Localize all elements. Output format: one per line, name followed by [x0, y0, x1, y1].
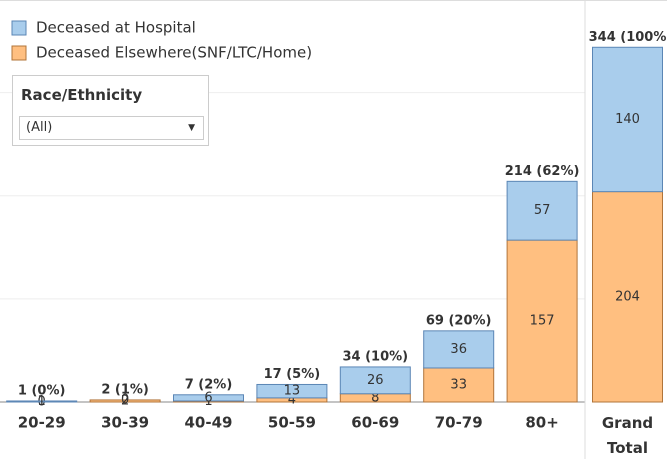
bar-segment	[256, 383, 328, 399]
bar-segment	[506, 239, 578, 403]
x-tick-label: 60-69	[351, 414, 399, 432]
filter-dropdown[interactable]: (All) ▼	[19, 116, 204, 140]
total-label: 17 (5%)	[264, 367, 321, 382]
bar-segment	[89, 399, 161, 403]
legend-swatch	[11, 45, 27, 61]
legend-swatch	[11, 20, 27, 36]
segment-label: 1	[204, 394, 212, 409]
x-tick-label: 40-49	[185, 414, 233, 432]
segment-label: 2	[121, 393, 129, 408]
segment-label: 6	[204, 390, 212, 405]
bar-segment	[6, 400, 78, 403]
segment-label: 33	[450, 377, 467, 392]
dropdown-arrow: ▼	[188, 123, 195, 133]
segment-label: 140	[615, 112, 640, 127]
legend-label: Deceased Elsewhere(SNF/LTC/Home)	[36, 44, 312, 62]
filter-card: Race/Ethnicity (All) ▼	[12, 75, 209, 146]
x-tick-label: 20-29	[18, 414, 66, 432]
segment-label: 0	[121, 392, 129, 407]
total-label: 344 (100%	[589, 30, 667, 45]
total-label: 34 (10%)	[342, 349, 408, 364]
x-tick-label: 80+	[525, 414, 558, 432]
x-tick-label-line: Grand	[602, 414, 653, 432]
bar-segment	[506, 180, 578, 241]
segment-label: 26	[367, 373, 384, 388]
bar-segment	[173, 394, 244, 402]
total-label: 214 (62%)	[505, 164, 580, 179]
total-label: 7 (2%)	[185, 377, 233, 392]
segment-label: 204	[615, 289, 640, 304]
segment-label: 36	[450, 342, 467, 357]
bar-segment	[423, 330, 495, 369]
segment-label: 157	[530, 314, 555, 329]
segment-label: 1	[38, 394, 46, 409]
bar-segment	[339, 366, 411, 395]
total-label: 1 (0%)	[18, 383, 66, 398]
bar-segment	[592, 46, 663, 193]
x-tick-label-line: Total	[607, 439, 648, 457]
segment-label: 13	[284, 384, 301, 399]
x-tick-label: Grand Total	[602, 414, 653, 457]
segment-label: 57	[534, 203, 551, 218]
segment-label: 4	[288, 392, 296, 407]
x-tick-label: 70-79	[435, 414, 483, 432]
x-tick-label: 50-59	[268, 414, 316, 432]
x-tick-label: 30-39	[101, 414, 149, 432]
filter-value: (All)	[26, 120, 53, 135]
total-label: 69 (20%)	[426, 313, 492, 328]
segment-label: 8	[371, 390, 379, 405]
total-label: 2 (1%)	[101, 382, 149, 397]
bar-segment	[423, 367, 495, 403]
legend-label: Deceased at Hospital	[36, 19, 196, 37]
filter-title: Race/Ethnicity	[21, 86, 143, 104]
